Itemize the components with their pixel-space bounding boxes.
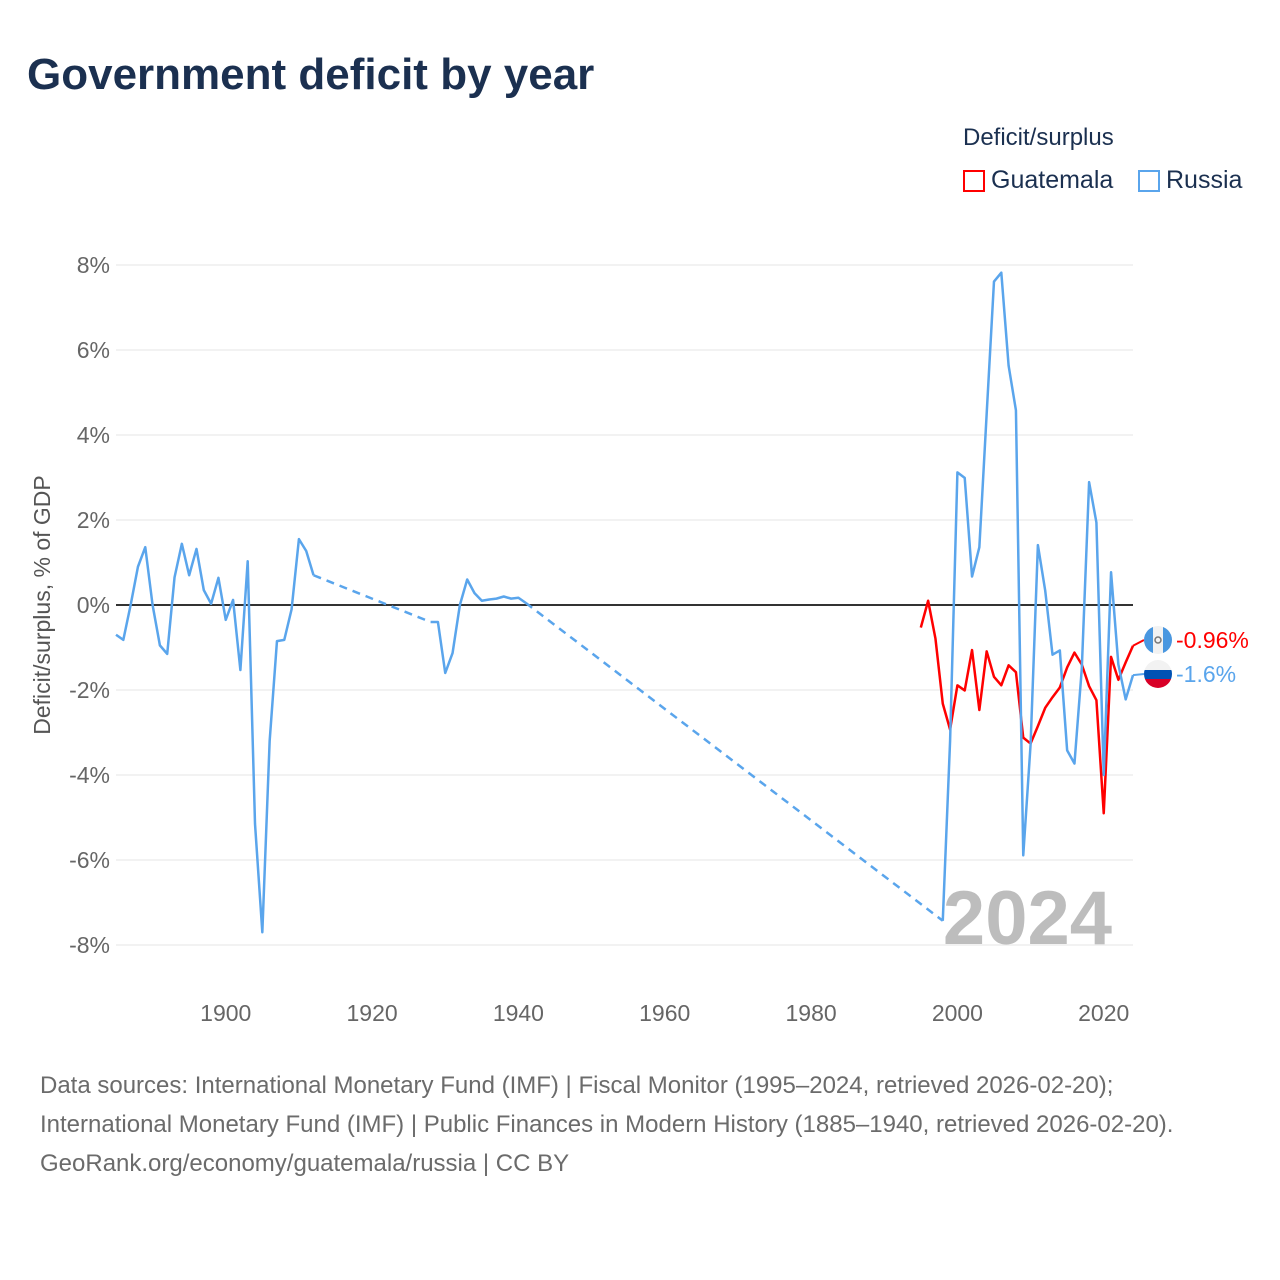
flag-emblem: [1154, 636, 1162, 644]
y-tick-label: 8%: [77, 252, 110, 278]
legend-item-russia[interactable]: Russia: [1138, 166, 1242, 195]
x-tick-label: 1960: [639, 1000, 690, 1026]
end-label-russia: -1.6%: [1176, 661, 1236, 687]
series-line-russia: [941, 271, 1135, 921]
flag-red: [1144, 679, 1172, 688]
flag-blue-left: [1144, 626, 1153, 654]
legend-title: Deficit/surplus: [963, 124, 1114, 151]
y-tick-label: -2%: [69, 677, 110, 703]
series-line-russia: [430, 578, 527, 675]
series-gap-russia: [313, 574, 432, 624]
legend-swatch-guatemala: [963, 169, 985, 192]
x-tick-label: 2020: [1078, 1000, 1129, 1026]
x-tick-label: 1940: [493, 1000, 544, 1026]
russia-flag-icon: [1144, 660, 1172, 688]
y-tick-label: 6%: [77, 337, 110, 363]
flag-blue: [1144, 670, 1172, 679]
y-tick-label: -8%: [69, 932, 110, 958]
y-tick-label: 0%: [77, 592, 110, 618]
y-tick-label: 2%: [77, 507, 110, 533]
legend-swatch-russia: [1138, 169, 1160, 192]
series-line-russia: [115, 537, 315, 934]
year-watermark: 2024: [943, 876, 1112, 961]
end-connector-guatemala: [1132, 639, 1145, 647]
x-tick-label: 1980: [785, 1000, 836, 1026]
legend-item-guatemala[interactable]: Guatemala: [963, 166, 1113, 195]
x-tick-label: 1900: [200, 1000, 251, 1026]
y-tick-label: -6%: [69, 847, 110, 873]
legend-label-guatemala: Guatemala: [991, 166, 1114, 194]
flag-white: [1144, 660, 1172, 670]
y-axis-title: Deficit/surplus, % of GDP: [29, 475, 55, 734]
series-line-guatemala: [919, 599, 1135, 815]
end-connector-russia: [1132, 673, 1145, 677]
footer: Data sources: International Monetary Fun…: [40, 1066, 1240, 1183]
chart-title: Government deficit by year: [27, 50, 595, 99]
end-label-guatemala: -0.96%: [1176, 627, 1249, 653]
data-sources: Data sources: International Monetary Fun…: [40, 1072, 1174, 1138]
flag-blue-right: [1163, 626, 1172, 654]
series-gap-russia: [524, 601, 944, 922]
y-tick-label: -4%: [69, 762, 110, 788]
x-tick-label: 1920: [346, 1000, 397, 1026]
x-tick-label: 2000: [932, 1000, 983, 1026]
legend-label-russia: Russia: [1166, 166, 1243, 194]
credit-link[interactable]: GeoRank.org/economy/guatemala/russia | C…: [40, 1150, 570, 1177]
y-tick-label: 4%: [77, 422, 110, 448]
guatemala-flag-icon: [1144, 626, 1172, 654]
